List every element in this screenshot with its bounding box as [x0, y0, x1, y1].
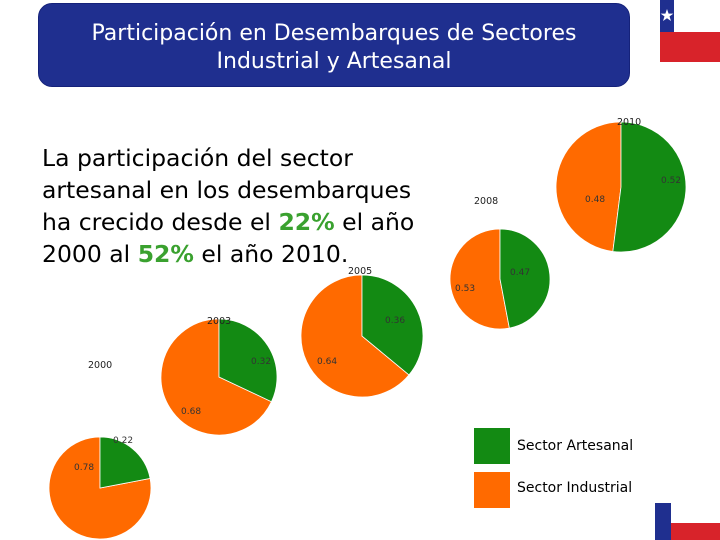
- summary-text-part: 2000 al: [42, 240, 138, 268]
- value-label-industrial-2005: 0.64: [317, 357, 338, 367]
- title-line-1: Participación en Desembarques de Sectore…: [91, 21, 577, 46]
- slice-industrial-2010: [555, 121, 622, 252]
- year-label-2003: 2003: [207, 316, 232, 327]
- value-label-industrial-2008: 0.53: [455, 284, 476, 294]
- pie-2005: [300, 274, 424, 398]
- legend-swatch-industrial: [474, 472, 510, 508]
- slice-artesanal-2008: [499, 228, 551, 329]
- year-label-2008: 2008: [474, 196, 499, 207]
- summary-line-4: 2000 al 52% el año 2010.: [42, 238, 422, 270]
- slice-industrial-2008: [449, 228, 510, 330]
- pie-2008: [449, 228, 551, 330]
- summary-text-part: el año: [334, 208, 415, 236]
- year-label-2000: 2000: [88, 360, 113, 371]
- pie-2010: [555, 121, 687, 253]
- value-label-industrial-2003: 0.68: [181, 407, 202, 417]
- slice-artesanal-2003: [218, 318, 278, 403]
- summary-text: La participación del sector artesanal en…: [42, 142, 422, 270]
- slide-title: Participación en Desembarques de Sectore…: [38, 3, 630, 87]
- slice-artesanal-2000: [99, 436, 151, 489]
- legend-swatch-artesanal: [474, 428, 510, 464]
- summary-text-part: ha crecido desde el: [42, 208, 279, 236]
- value-label-artesanal-2008: 0.47: [510, 268, 531, 278]
- highlight-2000-value: 22%: [278, 208, 335, 236]
- value-label-artesanal-2005: 0.36: [385, 316, 406, 326]
- flag-logo-bottom: [655, 503, 720, 540]
- value-label-artesanal-2010: 0.52: [661, 176, 682, 186]
- year-label-2010: 2010: [617, 117, 642, 128]
- value-label-artesanal-2003: 0.32: [251, 357, 272, 367]
- legend-label-industrial: Sector Industrial: [517, 480, 633, 496]
- year-label-2005: 2005: [348, 266, 373, 277]
- summary-line-2: artesanal en los desembarques: [42, 176, 412, 204]
- title-line-2: Industrial y Artesanal: [216, 49, 452, 74]
- flag-logo-top: [660, 0, 720, 62]
- value-label-industrial-2000: 0.78: [74, 463, 95, 473]
- pie-2000: [48, 436, 152, 540]
- pie-2003: [160, 318, 278, 436]
- slice-artesanal-2005: [361, 274, 424, 376]
- summary-line-1: La participación del sector: [42, 144, 353, 172]
- summary-line-3: ha crecido desde el 22% el año: [42, 206, 422, 238]
- legend-label-artesanal: Sector Artesanal: [517, 438, 634, 454]
- value-label-artesanal-2000: 0.22: [113, 436, 134, 446]
- slice-industrial-2003: [160, 318, 273, 436]
- slice-industrial-2005: [300, 274, 410, 398]
- summary-text-part: el año 2010.: [193, 240, 349, 268]
- highlight-2010-value: 52%: [137, 240, 194, 268]
- slice-artesanal-2010: [612, 121, 687, 253]
- value-label-industrial-2010: 0.48: [585, 195, 606, 205]
